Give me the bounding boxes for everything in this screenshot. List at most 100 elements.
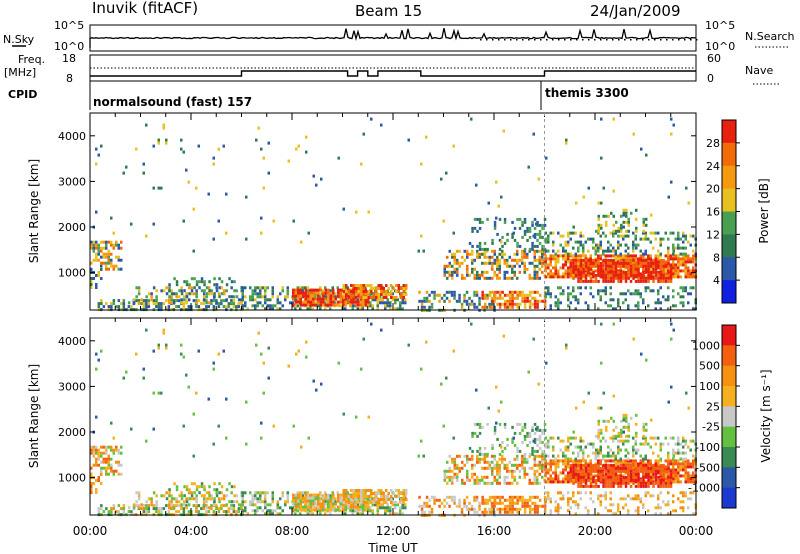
scatter-cell: [254, 494, 257, 498]
scatter-cell: [286, 497, 289, 501]
scatter-cell: [649, 276, 653, 280]
scatter-cell: [97, 305, 101, 309]
scatter-cell: [142, 171, 145, 175]
scatter-cell: [526, 293, 529, 297]
scatter-cell: [617, 478, 620, 482]
scatter-cell: [572, 459, 575, 463]
scatter-cell: [95, 147, 98, 151]
scatter-cell: [615, 425, 618, 429]
scatter-cell: [478, 446, 482, 450]
scatter-cell: [637, 243, 640, 247]
scatter-cell: [446, 276, 449, 280]
scatter-cell: [567, 497, 570, 501]
scatter-cell: [614, 270, 618, 274]
scatter-cell: [617, 226, 620, 230]
scatter-cell: [567, 298, 570, 302]
scatter-cell: [622, 254, 625, 258]
scatter-cell: [237, 302, 241, 306]
scatter-cell: [508, 290, 512, 294]
scatter-cell: [528, 452, 532, 456]
scatter-cell: [488, 302, 491, 306]
scatter-cell: [508, 498, 512, 502]
scatter-cell: [508, 469, 511, 473]
scatter-cell: [625, 243, 628, 247]
scatter-cell: [173, 277, 176, 281]
scatter-cell: [271, 512, 274, 516]
scatter-cell: [564, 457, 567, 461]
scatter-cell: [95, 252, 98, 256]
scatter-cell: [486, 270, 489, 274]
scatter-cell: [627, 229, 630, 233]
scatter-cell: [299, 493, 302, 497]
scatter-cell: [538, 446, 542, 450]
nsky-tick-top: 10^5: [54, 19, 84, 32]
scatter-cell: [557, 509, 560, 513]
scatter-cell: [612, 478, 615, 482]
scatter-cell: [657, 231, 660, 235]
scatter-cell: [654, 270, 658, 274]
scatter-cell: [629, 270, 633, 274]
scatter-cell: [197, 510, 201, 514]
scatter-cell: [526, 504, 529, 508]
scatter-cell: [92, 445, 95, 449]
scatter-cell: [241, 500, 244, 504]
scatter-cell: [453, 252, 456, 256]
scatter-cell: [574, 472, 578, 476]
scatter-cell: [481, 290, 484, 294]
scatter-cell: [614, 469, 618, 473]
scatter-cell: [241, 298, 244, 302]
scatter-cell: [620, 226, 623, 230]
scatter-cell: [508, 495, 512, 499]
scatter-cell: [339, 502, 342, 506]
scatter-cell: [667, 491, 670, 495]
scatter-cell: [319, 307, 322, 311]
scatter-cell: [390, 498, 393, 501]
scatter-cell: [627, 425, 630, 429]
scatter-cell: [478, 241, 482, 245]
scatter-cell: [644, 286, 647, 290]
scatter-cell: [594, 469, 598, 473]
scatter-cell: [516, 252, 519, 256]
scatter-cell: [177, 299, 181, 303]
scatter-cell: [536, 504, 539, 508]
scatter-cell: [336, 491, 339, 495]
scatter-cell: [572, 436, 575, 440]
scatter-cell: [612, 276, 615, 280]
scatter-cell: [235, 510, 238, 514]
scatter-cell: [516, 463, 519, 467]
scatter-cell: [329, 294, 332, 298]
scatter-cell: [394, 307, 397, 311]
scatter-cell: [356, 512, 359, 516]
scatter-cell: [659, 264, 663, 268]
scatter-cell: [627, 509, 630, 513]
scatter-cell: [667, 295, 670, 299]
scatter-cell: [617, 257, 620, 261]
scatter-cell: [508, 510, 512, 514]
scatter-cell: [672, 457, 675, 461]
scatter-cell: [544, 286, 547, 290]
scatter-cell: [458, 296, 461, 300]
scatter-cell: [634, 257, 637, 261]
scatter-cell: [218, 482, 221, 486]
scatter-cell: [205, 491, 209, 495]
scatter-cell: [483, 466, 486, 470]
scatter-cell: [662, 478, 665, 482]
scatter-cell: [394, 298, 397, 302]
scatter-cell: [354, 505, 357, 509]
scatter-cell: [222, 504, 226, 508]
scatter-cell: [562, 289, 565, 293]
scatter-cell: [689, 269, 692, 273]
scatter-cell: [544, 465, 547, 469]
scatter-cell: [619, 497, 622, 501]
scatter-cell: [582, 246, 585, 250]
scatter-cell: [100, 460, 103, 464]
scatter-cell: [599, 267, 603, 271]
scatter-cell: [254, 304, 257, 308]
scatter-cell: [689, 474, 692, 478]
scatter-cell: [443, 472, 446, 476]
scatter-cell: [95, 240, 98, 244]
scatter-cell: [617, 481, 620, 485]
scatter-cell: [460, 507, 464, 511]
scatter-cell: [669, 484, 673, 488]
